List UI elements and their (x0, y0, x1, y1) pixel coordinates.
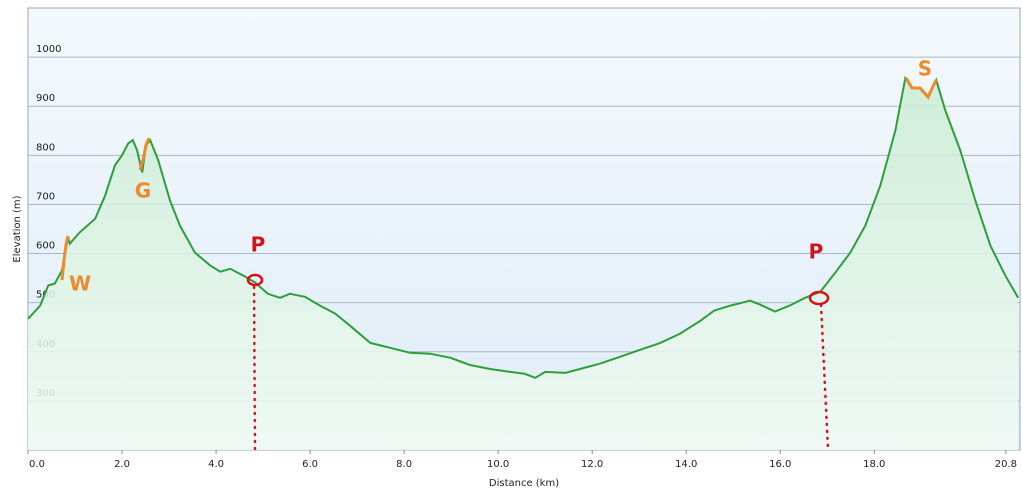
highlight-stroke (60, 235, 70, 281)
x-tick-label: 14.0 (675, 459, 697, 470)
y-tick-label: 700 (36, 191, 55, 202)
x-tick-label: 20.8 (995, 459, 1017, 470)
x-tick-label: 0.0 (29, 459, 45, 470)
annotation: G (135, 179, 151, 203)
y-tick-label: 900 (36, 93, 55, 104)
y-tick-label: 1000 (36, 44, 61, 55)
annotation: P (809, 240, 824, 264)
y-tick-label: 600 (36, 241, 55, 252)
x-tick-label: 18.0 (863, 459, 885, 470)
annotation: S (918, 57, 932, 81)
highlight-stroke (904, 77, 938, 100)
x-axis-title: Distance (km) (489, 478, 559, 489)
x-tick-label: 4.0 (208, 459, 224, 470)
highlight-stroke (138, 137, 151, 171)
marker-drop (252, 285, 257, 452)
y-axis-title: Elevation (m) (12, 195, 23, 262)
marker-drop (819, 303, 830, 452)
y-tick-label: 800 (36, 142, 55, 153)
elevation-area (28, 78, 1019, 450)
annotation: P (251, 233, 266, 257)
x-tick-label: 8.0 (396, 459, 412, 470)
x-tick-label: 10.0 (487, 459, 509, 470)
marker-circle (808, 290, 830, 306)
annotation: W (69, 272, 91, 296)
x-tick-label: 6.0 (302, 459, 318, 470)
x-tick-label: 16.0 (769, 459, 791, 470)
marker-circle (246, 273, 264, 287)
elevation-line (27, 75, 1019, 379)
x-tick-label: 2.0 (114, 459, 130, 470)
x-tick-label: 12.0 (581, 459, 603, 470)
